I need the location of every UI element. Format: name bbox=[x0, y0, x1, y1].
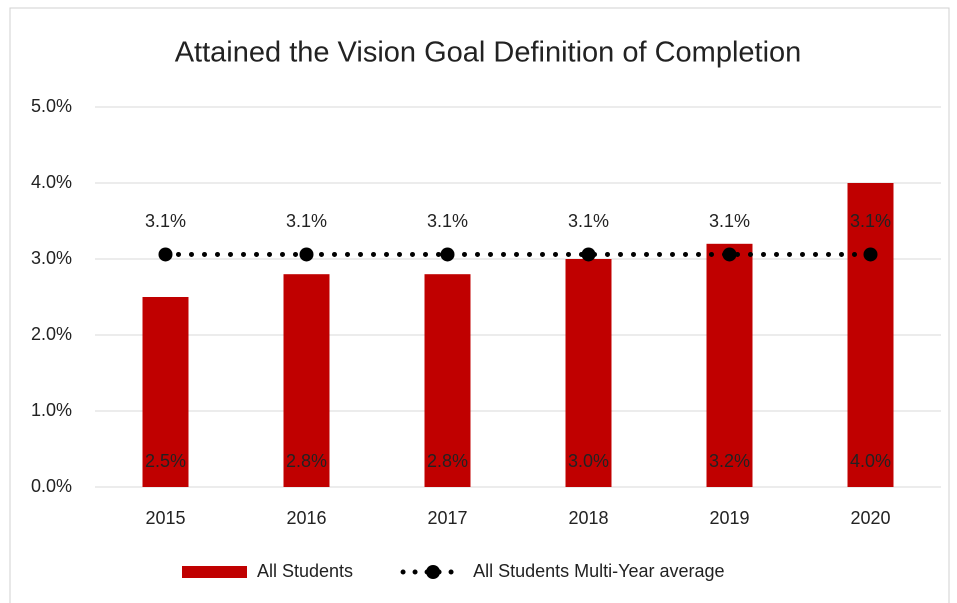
data-label: 2.5% bbox=[145, 451, 186, 471]
x-tick-label: 2018 bbox=[568, 508, 608, 528]
data-label: 2.8% bbox=[286, 451, 327, 471]
legend-swatch bbox=[182, 566, 247, 578]
data-label: 3.1% bbox=[145, 211, 186, 231]
y-tick-label: 2.0% bbox=[31, 324, 72, 344]
data-label: 3.1% bbox=[286, 211, 327, 231]
bar bbox=[142, 297, 189, 487]
x-tick-label: 2017 bbox=[427, 508, 467, 528]
y-tick-label: 5.0% bbox=[31, 96, 72, 116]
x-tick-label: 2016 bbox=[286, 508, 326, 528]
bar bbox=[847, 183, 894, 487]
line-marker bbox=[440, 247, 455, 262]
bar bbox=[283, 274, 330, 487]
x-tick-label: 2015 bbox=[145, 508, 185, 528]
data-label: 3.1% bbox=[427, 211, 468, 231]
data-label: 3.1% bbox=[709, 211, 750, 231]
line-marker bbox=[158, 247, 173, 262]
legend-swatch bbox=[426, 565, 441, 579]
data-label: 3.1% bbox=[568, 211, 609, 231]
chart-title: Attained the Vision Goal Definition of C… bbox=[175, 37, 802, 69]
y-tick-label: 4.0% bbox=[31, 172, 72, 192]
legend-label: All Students Multi-Year average bbox=[473, 561, 724, 581]
data-label: 4.0% bbox=[850, 451, 891, 471]
line-marker bbox=[299, 247, 314, 262]
bar bbox=[706, 243, 753, 487]
data-label: 2.8% bbox=[427, 451, 468, 471]
data-label: 3.1% bbox=[850, 211, 891, 231]
line-marker bbox=[722, 247, 737, 262]
x-tick-label: 2019 bbox=[709, 508, 749, 528]
legend-label: All Students bbox=[257, 561, 353, 581]
data-label: 3.0% bbox=[568, 451, 609, 471]
x-tick-label: 2020 bbox=[850, 508, 890, 528]
data-label: 3.2% bbox=[709, 451, 750, 471]
bar bbox=[565, 259, 612, 487]
y-tick-label: 0.0% bbox=[31, 476, 72, 496]
y-tick-label: 1.0% bbox=[31, 400, 72, 420]
y-tick-label: 3.0% bbox=[31, 248, 72, 268]
bar bbox=[424, 274, 471, 487]
line-marker bbox=[581, 247, 596, 262]
line-marker bbox=[863, 247, 878, 262]
